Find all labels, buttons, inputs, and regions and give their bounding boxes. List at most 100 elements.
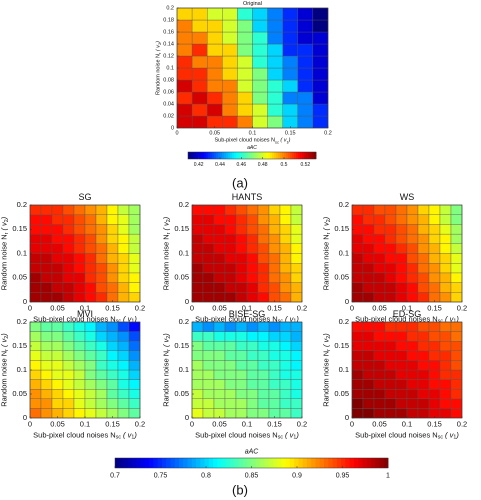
heatmap-cell xyxy=(279,214,292,225)
heatmap-cell xyxy=(267,7,283,21)
heatmap-cell xyxy=(128,233,141,244)
label-subscript: r xyxy=(4,349,10,351)
heatmap-cell xyxy=(202,331,215,342)
colorbar-swatch xyxy=(204,152,207,159)
colorbar-swatch xyxy=(278,152,281,159)
heatmap-cell xyxy=(351,243,364,254)
heatmap-cell xyxy=(191,214,204,225)
heatmap-cell xyxy=(395,233,408,244)
heatmap-cell xyxy=(106,282,119,293)
heatmap-cell xyxy=(267,55,283,69)
heatmap-cell xyxy=(40,243,53,254)
colorbar-swatch xyxy=(246,152,249,159)
heatmap-cell xyxy=(95,398,108,409)
label-text: ( v xyxy=(0,337,8,349)
heatmap-cell xyxy=(128,389,141,399)
x-tick-label: 0.05 xyxy=(372,304,387,313)
heatmap-cell xyxy=(106,341,119,351)
heatmap-cell xyxy=(176,67,193,81)
heatmap-cell xyxy=(362,398,375,409)
heatmap-cell xyxy=(384,360,397,371)
heatmap-cell xyxy=(428,398,441,409)
x-tick-label: 0.2 xyxy=(135,304,145,313)
heatmap-cell xyxy=(213,243,226,254)
heatmap-cell xyxy=(257,331,270,342)
heatmap-cell xyxy=(362,408,375,419)
colorbar-swatch xyxy=(282,152,285,159)
heatmap-cell xyxy=(40,224,53,235)
y-tick-label: 0.2 xyxy=(166,5,174,11)
y-tick-label: 0.2 xyxy=(17,200,27,209)
heatmap-cell xyxy=(84,360,97,371)
heatmap-cell xyxy=(373,263,386,274)
label-subscript: 2 xyxy=(326,219,332,222)
heatmap-cell xyxy=(362,360,375,371)
heatmap-cell xyxy=(235,398,248,409)
colorbar-swatch xyxy=(292,152,295,159)
heatmap-cell xyxy=(202,408,215,419)
heatmap-cell xyxy=(297,19,314,33)
colorbar-swatch xyxy=(127,458,133,468)
heatmap-cell xyxy=(252,43,268,57)
heatmap-cell xyxy=(439,389,452,399)
heatmap-cell xyxy=(213,389,226,399)
x-tick-label: 0 xyxy=(190,420,194,429)
heatmap-cell xyxy=(257,369,270,380)
colorbar-swatch xyxy=(190,152,193,159)
heatmap-cell xyxy=(297,91,314,105)
heatmap-cell xyxy=(202,214,215,225)
heatmap-cell xyxy=(279,233,292,244)
heatmap-cell xyxy=(395,408,408,419)
colorbar-swatch xyxy=(324,458,329,468)
colorbar-swatch xyxy=(200,152,203,159)
heatmap-cell xyxy=(84,321,97,332)
heatmap-cell xyxy=(395,341,408,351)
heatmap-cell xyxy=(117,369,130,380)
y-tick-label: 0.05 xyxy=(12,389,27,398)
heatmap-cell xyxy=(406,282,419,293)
heatmap-cell xyxy=(406,214,419,225)
heatmap-cell xyxy=(235,224,248,235)
heatmap-cell xyxy=(191,7,208,21)
colorbar-swatch xyxy=(258,152,261,159)
colorbar-swatch xyxy=(192,152,195,159)
heatmap-cell xyxy=(417,233,430,244)
heatmap-cell xyxy=(246,379,259,390)
heatmap-cell xyxy=(224,350,237,361)
heatmap-cell xyxy=(128,253,141,264)
heatmap-cell xyxy=(117,272,130,283)
heatmap-cell xyxy=(279,272,292,283)
heatmap-cell xyxy=(351,292,364,303)
heatmap-cell xyxy=(290,350,303,361)
heatmap-cell xyxy=(450,224,463,235)
heatmap-cell xyxy=(312,55,329,69)
label-text: Random noise N xyxy=(0,351,8,407)
heatmap-cell xyxy=(297,55,314,69)
label-subscript: 1 xyxy=(131,435,134,441)
heatmap-cell xyxy=(252,55,268,69)
heatmap-cell xyxy=(450,379,463,390)
heatmap-cell xyxy=(95,272,108,283)
heatmap-cell xyxy=(62,389,75,399)
heatmap-cell xyxy=(51,214,64,225)
heatmap-cell xyxy=(62,243,75,254)
x-tick-label: 0.15 xyxy=(267,304,282,313)
x-tick-label: 0.1 xyxy=(242,304,252,313)
heatmap-cell xyxy=(222,55,238,69)
heatmap-cell xyxy=(246,282,259,293)
x-tick-label: 0.2 xyxy=(297,420,307,429)
label-text: ) xyxy=(133,314,137,323)
colorbar-swatch xyxy=(240,152,243,159)
heatmap-cell xyxy=(224,204,237,215)
y-axis-label: Random noise Nr ( v2) xyxy=(161,333,172,407)
heatmap-cell xyxy=(279,253,292,264)
heatmap-cell xyxy=(428,379,441,390)
x-tick-label: 0.05 xyxy=(50,420,65,429)
heatmap-cell xyxy=(29,331,42,342)
heatmap-cell xyxy=(128,350,141,361)
heatmap-cell xyxy=(176,19,193,33)
heatmap-cell xyxy=(246,214,259,225)
heatmap-cell xyxy=(202,321,215,332)
heatmap-cell xyxy=(384,282,397,293)
label-text: ) xyxy=(0,333,8,337)
